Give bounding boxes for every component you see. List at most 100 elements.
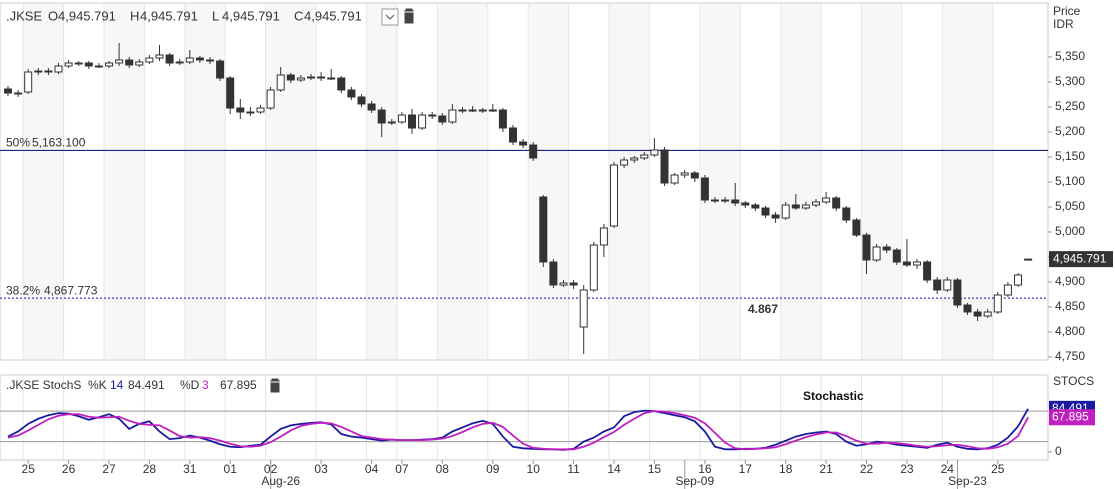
- candle-body: [44, 70, 53, 73]
- candle-body: [216, 60, 225, 79]
- candle-body: [327, 77, 336, 80]
- candle-body: [286, 74, 295, 81]
- candle-body: [963, 304, 972, 313]
- candle-body: [54, 65, 63, 73]
- candle-body: [579, 289, 588, 328]
- x-tick-label: 26: [62, 462, 76, 476]
- stoch-panel: [0, 374, 1049, 461]
- ticker: .JKSE: [6, 8, 42, 23]
- axis-label: Price: [1053, 4, 1081, 18]
- day-band: [437, 4, 488, 359]
- candle-body: [690, 172, 699, 179]
- candle-body: [509, 127, 517, 143]
- day-band: [184, 4, 226, 359]
- x-tick-label-secondary: Aug-26: [261, 474, 300, 488]
- candle-body: [721, 199, 730, 202]
- x-tick-label: 07: [395, 462, 409, 476]
- stoch-line: [7, 410, 1029, 451]
- candle-body: [751, 204, 760, 209]
- candle-body: [852, 219, 861, 236]
- candle-body: [84, 62, 93, 67]
- x-tick-label: 25: [22, 462, 36, 476]
- delete-icon[interactable]: [270, 378, 280, 393]
- dropdown-button[interactable]: [381, 8, 399, 26]
- ohlc-value: 4,945.791: [304, 8, 362, 23]
- stoch-line: [7, 408, 1029, 451]
- candle-body: [377, 109, 386, 124]
- candle-body: [832, 197, 841, 209]
- ohlc-field: C: [294, 8, 303, 23]
- candle-body: [175, 61, 184, 64]
- candle-body: [741, 202, 750, 206]
- annotation: Stochastic: [803, 389, 864, 403]
- x-tick-label: 24: [941, 462, 955, 476]
- y-tick-label: 4,900: [1055, 274, 1085, 288]
- candle-body: [347, 89, 356, 98]
- series-name: %D: [180, 378, 200, 392]
- candle-body: [943, 279, 952, 291]
- candle-body: [488, 109, 497, 112]
- candle-body: [256, 107, 265, 113]
- candle-body: [973, 311, 982, 317]
- day-band: [780, 4, 822, 359]
- candle-body: [418, 114, 427, 129]
- y-tick-label: 4,750: [1055, 349, 1085, 363]
- candle-body: [771, 214, 780, 219]
- candle-body: [610, 164, 618, 227]
- candle-body: [640, 154, 649, 159]
- candle-body: [822, 197, 831, 203]
- x-tick-label: 21: [819, 462, 833, 476]
- candle-body: [206, 59, 214, 62]
- candle-body: [307, 76, 315, 79]
- candle-body: [115, 59, 124, 64]
- candle-body: [296, 77, 305, 81]
- value-tag-label: 67.895: [1052, 409, 1089, 423]
- day-band: [942, 4, 993, 359]
- series-value: 84.491: [128, 378, 165, 392]
- candle-body: [387, 121, 396, 124]
- candle-body: [882, 246, 891, 251]
- candle-body: [155, 54, 164, 59]
- y-tick-label: 5,350: [1055, 49, 1085, 63]
- x-tick-label: 09: [486, 462, 500, 476]
- candle-body: [872, 246, 881, 261]
- candle-body: [1014, 274, 1022, 286]
- level-name: 50%: [6, 136, 30, 150]
- candle-body: [731, 199, 740, 204]
- candle-body: [266, 89, 275, 109]
- y-tick-label: 5,300: [1055, 74, 1085, 88]
- candle-body: [761, 207, 770, 216]
- candle-body: [529, 144, 538, 159]
- candle-body: [812, 201, 820, 206]
- level-value: 4,867.773: [44, 283, 98, 297]
- candle-body: [458, 109, 467, 112]
- candle-body: [428, 114, 437, 117]
- series-period: 14: [110, 378, 124, 392]
- annotation: 4.867: [748, 302, 778, 316]
- candle-body: [357, 96, 366, 105]
- candle-body: [913, 261, 921, 266]
- candle-body: [559, 282, 568, 286]
- delete-icon[interactable]: [404, 8, 414, 24]
- candle-body: [367, 103, 376, 111]
- candle-body: [801, 204, 810, 209]
- candle-body: [246, 111, 255, 114]
- candle-body: [569, 282, 578, 286]
- candle-body: [64, 62, 73, 67]
- day-band: [104, 4, 145, 359]
- candle-body: [236, 107, 245, 113]
- x-tick-label: 03: [314, 462, 328, 476]
- candle-body: [317, 76, 326, 79]
- candle-body: [1003, 284, 1012, 296]
- day-band: [366, 4, 397, 359]
- candle-body: [195, 57, 204, 61]
- x-tick-label-secondary: Sep-09: [675, 474, 714, 488]
- indicator-title: .JKSE StochS: [6, 378, 81, 392]
- ohlc-value: 4,945.791: [58, 8, 116, 23]
- y-tick-label: 5,200: [1055, 124, 1085, 138]
- x-tick-label: 15: [648, 462, 662, 476]
- candle-body: [135, 61, 144, 66]
- ohlc-value: 4,945.791: [222, 8, 280, 23]
- candle-body: [660, 149, 669, 184]
